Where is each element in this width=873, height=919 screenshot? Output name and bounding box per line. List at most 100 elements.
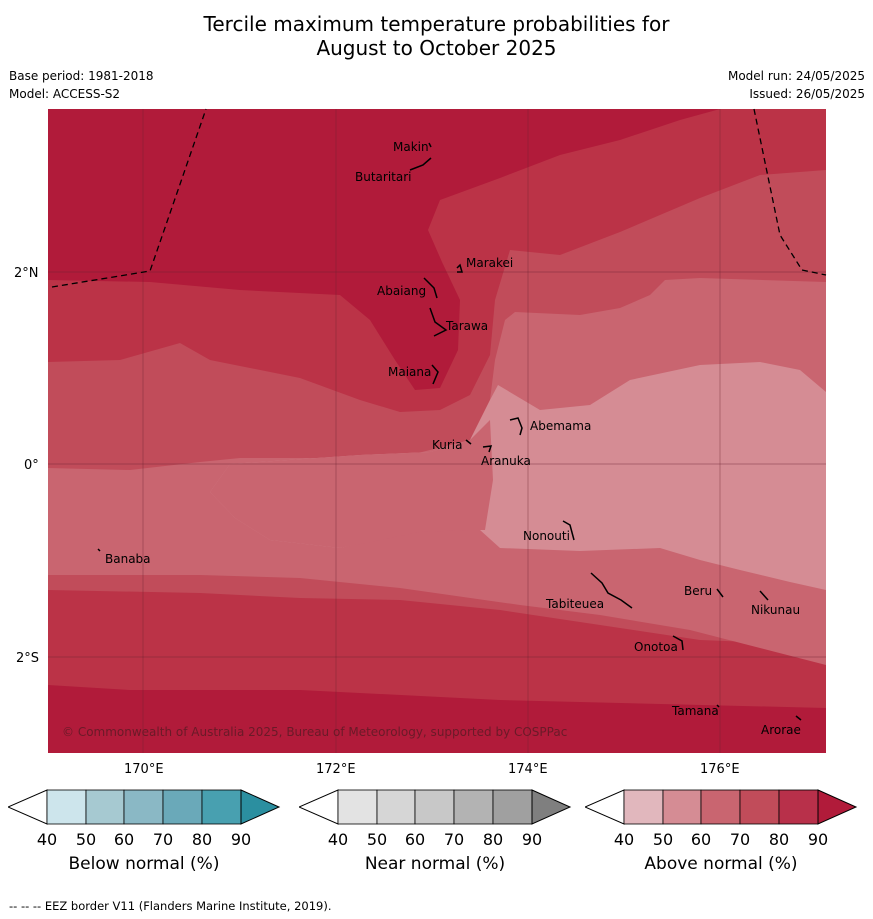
tick-below-40: 40 bbox=[36, 830, 58, 849]
cb-below-seg-2 bbox=[85, 789, 125, 825]
island-tabiteuea bbox=[590, 572, 633, 609]
label-beru: Beru bbox=[684, 584, 712, 598]
cb-below-high-ext bbox=[240, 789, 281, 825]
model-name: Model: ACCESS-S2 bbox=[9, 87, 121, 101]
cb-below-seg-1 bbox=[46, 789, 87, 825]
island-tarawa bbox=[429, 307, 448, 337]
label-onotoa: Onotoa bbox=[634, 640, 678, 654]
label-tarawa: Tarawa bbox=[445, 319, 488, 333]
island-aranuka bbox=[482, 445, 493, 453]
lat-label-2s: 2°S bbox=[16, 651, 39, 666]
island-tamana bbox=[716, 704, 720, 708]
shading-layer bbox=[48, 109, 826, 753]
label-tamana: Tamana bbox=[671, 704, 719, 718]
tick-below-80: 80 bbox=[191, 830, 213, 849]
label-banaba: Banaba bbox=[105, 552, 151, 566]
meta-left: Base period: 1981-2018 Model: ACCESS-S2 bbox=[9, 67, 154, 103]
tick-near-50: 50 bbox=[366, 830, 388, 849]
tick-above-50: 50 bbox=[652, 830, 674, 849]
island-butaritari bbox=[409, 157, 432, 171]
cb-above-low-ext bbox=[585, 789, 625, 825]
tick-near-60: 60 bbox=[404, 830, 426, 849]
lon-label-176: 176°E bbox=[700, 762, 740, 777]
island-beru bbox=[716, 588, 724, 598]
probability-map: Makin Butaritari Marakei Abaiang Tarawa … bbox=[14, 108, 827, 777]
tick-below-60: 60 bbox=[113, 830, 135, 849]
label-makin: Makin bbox=[393, 140, 429, 154]
graticule bbox=[48, 109, 826, 753]
copyright-note: © Commonwealth of Australia 2025, Bureau… bbox=[62, 725, 567, 739]
issued-date: Issued: 26/05/2025 bbox=[749, 87, 865, 101]
tick-above-40: 40 bbox=[613, 830, 635, 849]
label-marakei: Marakei bbox=[466, 256, 513, 270]
cb-below-seg-3 bbox=[123, 789, 164, 825]
island-abaiang bbox=[423, 277, 438, 299]
lon-label-172: 172°E bbox=[316, 762, 356, 777]
cb-below-low-ext bbox=[8, 789, 48, 825]
cb-above-seg-3 bbox=[700, 789, 741, 825]
cb-above-high-ext bbox=[817, 789, 858, 825]
cb-below-seg-5 bbox=[201, 789, 242, 825]
tick-near-70: 70 bbox=[443, 830, 465, 849]
colorbar-near-normal bbox=[299, 789, 572, 825]
tick-below-50: 50 bbox=[75, 830, 97, 849]
cb-below-seg-4 bbox=[162, 789, 203, 825]
label-maiana: Maiana bbox=[388, 365, 431, 379]
title-line-1: Tercile maximum temperature probabilitie… bbox=[203, 12, 670, 36]
tick-above-70: 70 bbox=[729, 830, 751, 849]
label-nonouti: Nonouti bbox=[523, 529, 570, 543]
model-run: Model run: 24/05/2025 bbox=[727, 69, 865, 83]
island-nikunau bbox=[759, 590, 769, 601]
label-butaritari: Butaritari bbox=[355, 170, 412, 184]
island-nonouti bbox=[562, 520, 575, 541]
island-banaba bbox=[97, 548, 101, 552]
tick-below-90: 90 bbox=[230, 830, 252, 849]
colorbar-above-title: Above normal (%) bbox=[644, 854, 798, 874]
label-tabiteuea: Tabiteuea bbox=[545, 597, 604, 611]
cb-above-seg-1 bbox=[623, 789, 664, 825]
island-arorae bbox=[795, 715, 802, 721]
tick-above-90: 90 bbox=[807, 830, 829, 849]
tick-near-80: 80 bbox=[482, 830, 504, 849]
map-title: Tercile maximum temperature probabilitie… bbox=[0, 12, 873, 60]
place-labels: Makin Butaritari Marakei Abaiang Tarawa … bbox=[62, 140, 801, 739]
eez-border-east bbox=[753, 108, 827, 276]
cb-near-seg-5 bbox=[492, 789, 533, 825]
label-abaiang: Abaiang bbox=[377, 284, 426, 298]
colorbar-below-title: Below normal (%) bbox=[68, 854, 220, 874]
tick-near-40: 40 bbox=[327, 830, 349, 849]
meta-right: Model run: 24/05/2025 Issued: 26/05/2025 bbox=[728, 67, 865, 103]
island-onotoa bbox=[672, 635, 684, 651]
island-makin bbox=[428, 142, 432, 148]
title-line-2: August to October 2025 bbox=[316, 36, 557, 60]
island-marakei bbox=[456, 263, 463, 273]
lat-label-2n: 2°N bbox=[14, 266, 39, 281]
label-abemama: Abemama bbox=[530, 419, 591, 433]
tick-near-90: 90 bbox=[521, 830, 543, 849]
island-kuria bbox=[465, 439, 472, 445]
axis-labels: 2°N 0° 2°S 170°E 172°E 174°E 176°E bbox=[14, 266, 740, 777]
cb-near-seg-4 bbox=[453, 789, 494, 825]
cb-above-seg-2 bbox=[662, 789, 702, 825]
label-nikunau: Nikunau bbox=[751, 603, 800, 617]
shade-above-60-pocket bbox=[210, 420, 493, 548]
cb-near-low-ext bbox=[299, 789, 339, 825]
islands bbox=[97, 142, 802, 721]
label-arorae: Arorae bbox=[761, 723, 801, 737]
lon-label-170: 170°E bbox=[124, 762, 164, 777]
label-aranuka: Aranuka bbox=[481, 454, 531, 468]
lat-label-0: 0° bbox=[24, 458, 39, 473]
colorbar-above-normal bbox=[585, 789, 858, 825]
tick-above-60: 60 bbox=[690, 830, 712, 849]
eez-border-west bbox=[51, 108, 207, 288]
eez-border bbox=[51, 108, 827, 288]
cb-above-seg-4 bbox=[739, 789, 780, 825]
cb-near-seg-1 bbox=[337, 789, 378, 825]
shade-above-90-bottom bbox=[48, 685, 826, 753]
eez-footnote: -- -- -- EEZ border V11 (Flanders Marine… bbox=[9, 899, 332, 913]
island-abemama bbox=[509, 417, 523, 436]
label-kuria: Kuria bbox=[432, 438, 463, 452]
colorbar-below-normal bbox=[8, 789, 281, 825]
cb-near-high-ext bbox=[531, 789, 572, 825]
base-period: Base period: 1981-2018 bbox=[9, 69, 154, 83]
